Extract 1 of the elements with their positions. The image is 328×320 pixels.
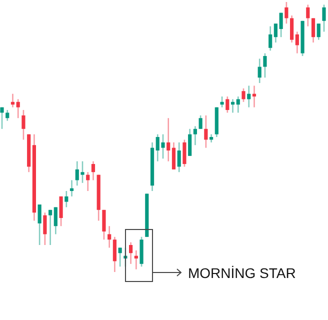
annotation: MORNİNG STAR	[188, 265, 296, 281]
